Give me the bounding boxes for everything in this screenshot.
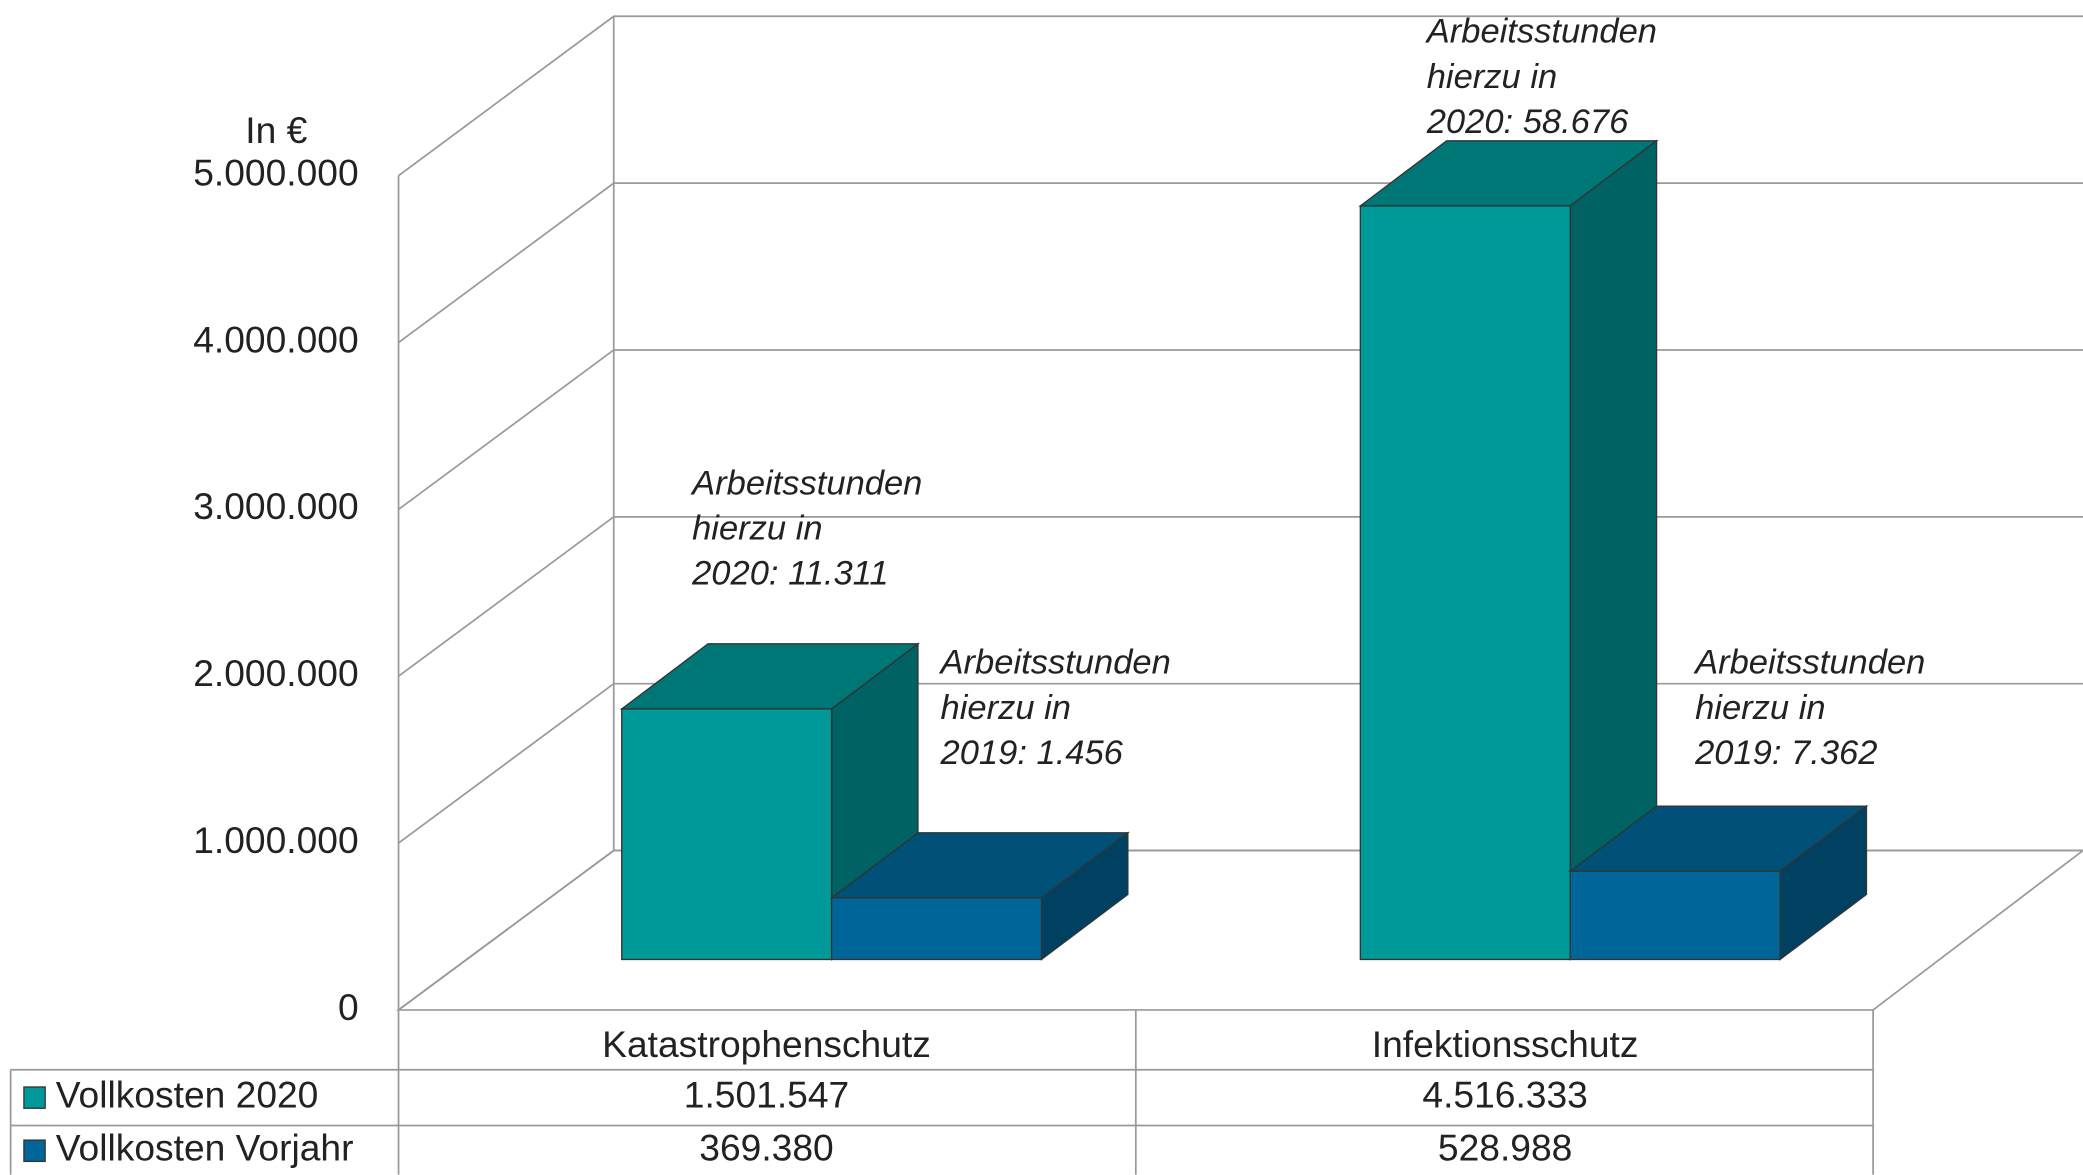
bar <box>1359 205 1571 961</box>
bar <box>1569 870 1781 961</box>
annotation: Arbeitsstunden <box>939 644 1171 682</box>
legend-swatch <box>23 1139 46 1163</box>
y-tick-label: 4.000.000 <box>193 318 358 360</box>
table-value: 369.380 <box>699 1127 833 1169</box>
x-tick-label: Katastrophenschutz <box>602 1023 931 1065</box>
table-value: 528.988 <box>1438 1127 1572 1169</box>
legend-label: Vollkosten Vorjahr <box>56 1127 354 1169</box>
data-table <box>9 1009 1874 1175</box>
x-tick-label: Infektionsschutz <box>1372 1023 1639 1065</box>
annotation: Arbeitsstunden <box>1425 13 1657 51</box>
annotation: hierzu in <box>1427 58 1557 96</box>
grid-line <box>398 182 2083 344</box>
annotation: Arbeitsstunden <box>690 464 922 502</box>
grid-line <box>398 15 2083 177</box>
annotation: 2020: 58.676 <box>1426 103 1629 141</box>
annotation: 2020: 11.311 <box>691 555 888 593</box>
annotation: 2019: 7.362 <box>1694 734 1877 772</box>
y-tick-label: 3.000.000 <box>193 485 358 527</box>
annotation: Arbeitsstunden <box>1693 644 1925 682</box>
legend-swatch <box>23 1086 46 1109</box>
y-axis-label: In € <box>245 109 307 151</box>
legend-label: Vollkosten 2020 <box>56 1073 319 1115</box>
y-tick-label: 5.000.000 <box>193 152 358 194</box>
annotation: hierzu in <box>692 510 822 548</box>
grid-line <box>398 349 2083 511</box>
y-tick-label: 1.000.000 <box>193 819 358 861</box>
y-tick-label: 0 <box>338 986 359 1028</box>
bar <box>830 897 1043 961</box>
bar <box>621 708 833 961</box>
table-value: 1.501.547 <box>684 1073 849 1115</box>
y-tick-label: 2.000.000 <box>193 652 358 694</box>
table-value: 4.516.333 <box>1422 1073 1587 1115</box>
annotation: hierzu in <box>1695 689 1825 727</box>
annotation: 2019: 1.456 <box>940 734 1124 772</box>
annotation: hierzu in <box>941 689 1071 727</box>
